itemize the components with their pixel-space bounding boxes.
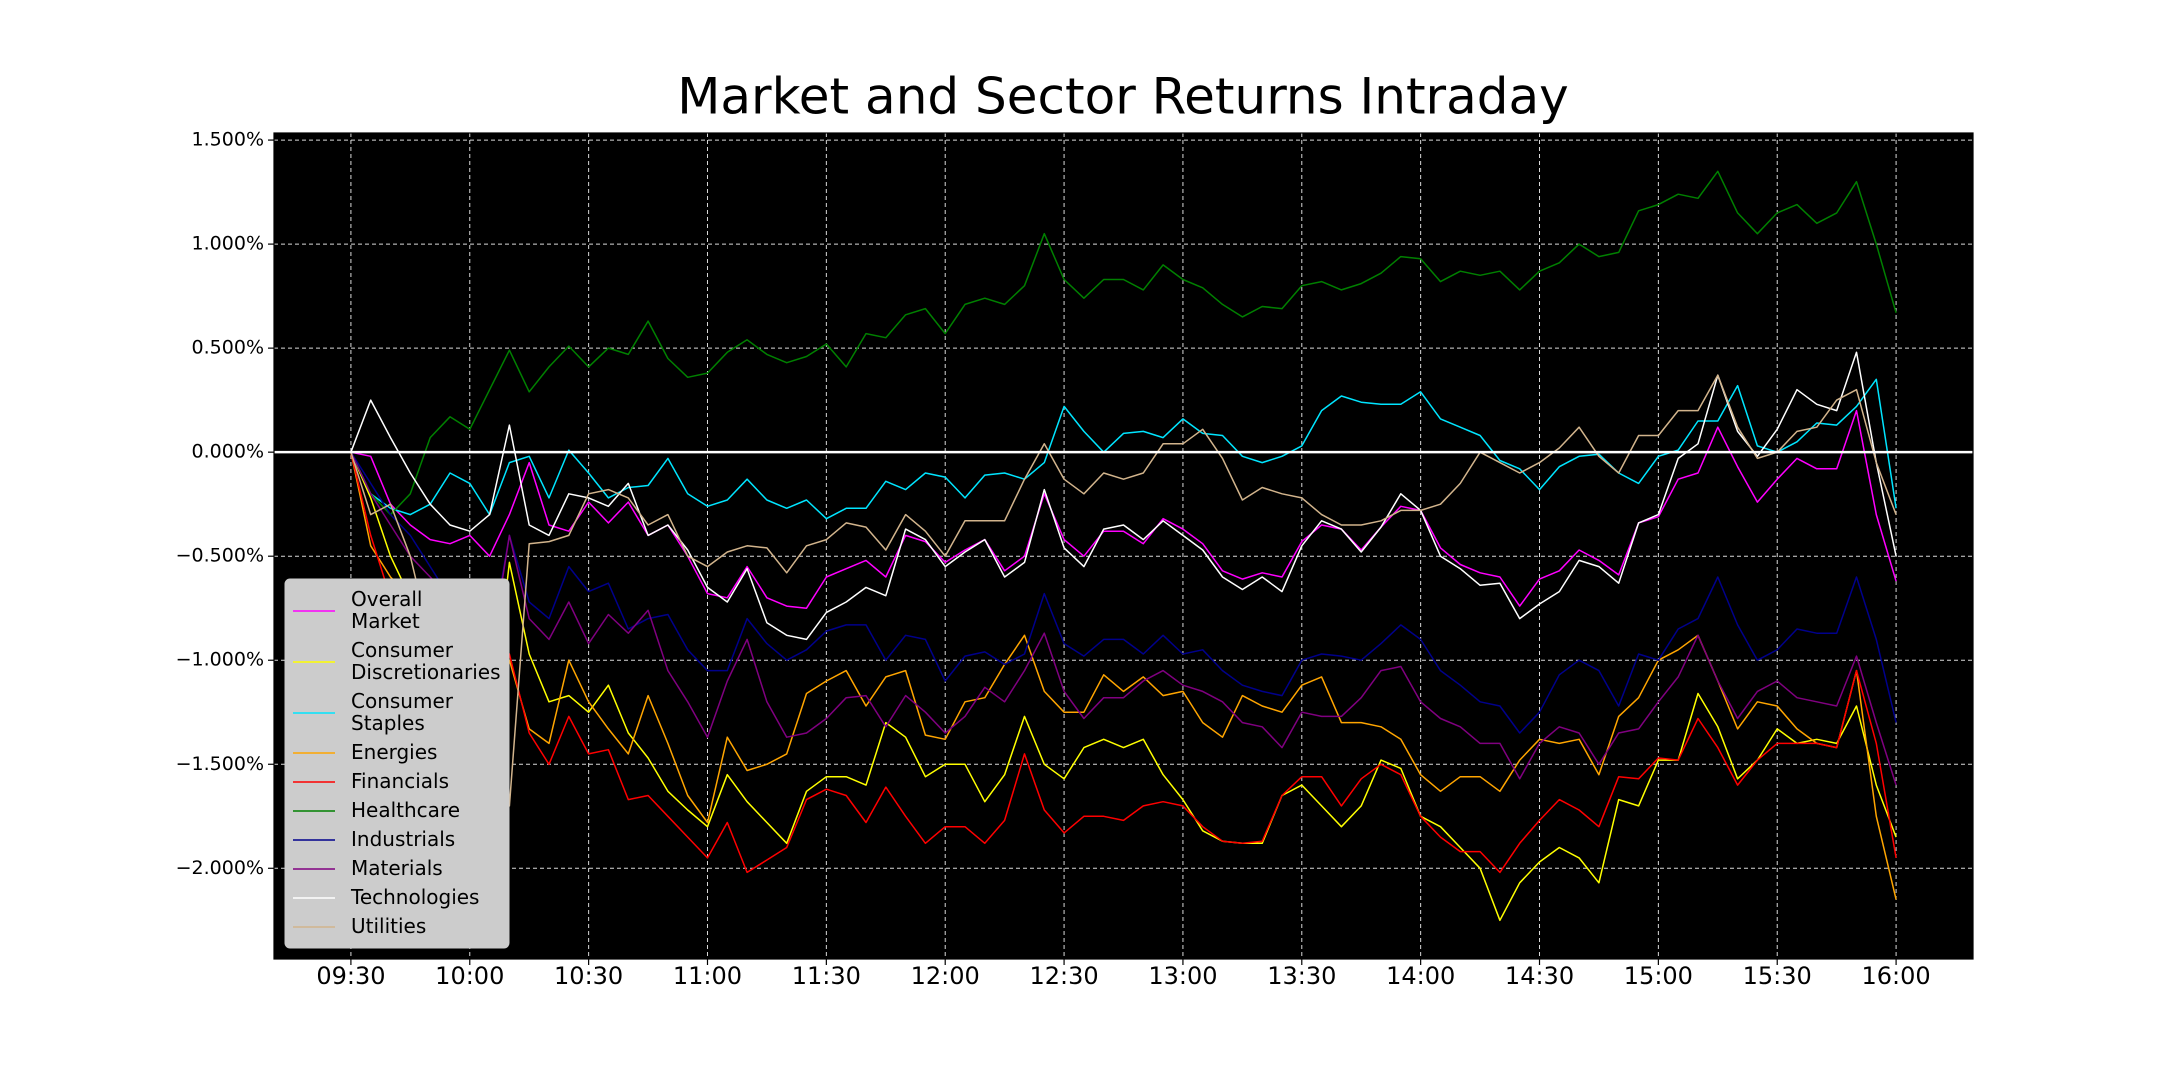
legend-label: Energies bbox=[351, 740, 437, 764]
y-tick-label: −1.000% bbox=[176, 649, 264, 671]
legend-label: Healthcare bbox=[351, 798, 460, 822]
x-tick-label: 13:00 bbox=[1148, 962, 1217, 990]
series-line bbox=[350, 378, 1897, 520]
legend-label-line: Staples bbox=[351, 711, 425, 735]
series-line bbox=[350, 451, 1897, 734]
y-tick-label: −0.500% bbox=[176, 545, 264, 567]
plot-area bbox=[274, 133, 1973, 959]
legend-label-line: Consumer bbox=[351, 638, 459, 662]
legend-label-line: Industrials bbox=[351, 827, 455, 851]
x-tick-label: 15:30 bbox=[1743, 962, 1812, 990]
legend-label-line: Market bbox=[351, 609, 420, 633]
x-tick-label: 14:00 bbox=[1386, 962, 1455, 990]
legend-label-line: Healthcare bbox=[351, 798, 460, 822]
x-tick-label: 16:00 bbox=[1862, 962, 1931, 990]
y-tick-label: −2.000% bbox=[176, 857, 264, 879]
y-tick-label: 0.000% bbox=[192, 441, 264, 463]
series-line bbox=[350, 451, 1897, 922]
legend-label-line: Overall bbox=[351, 587, 429, 611]
legend-label-line: Financials bbox=[351, 769, 449, 793]
chart-title: Market and Sector Returns Intraday bbox=[677, 68, 1568, 126]
legend-label-line: Energies bbox=[351, 740, 437, 764]
x-tick-label: 11:30 bbox=[792, 962, 861, 990]
y-tick-label: 1.000% bbox=[192, 233, 264, 255]
legend-box bbox=[284, 578, 510, 949]
y-tick-label: 0.500% bbox=[192, 337, 264, 359]
x-tick-label: 10:00 bbox=[435, 962, 504, 990]
legend-label: Financials bbox=[351, 769, 449, 793]
legend-label: Consumer Staples bbox=[351, 689, 459, 735]
x-tick-label: 11:00 bbox=[673, 962, 742, 990]
legend-label-line: Consumer bbox=[351, 689, 459, 713]
legend-label: Technologies bbox=[350, 885, 479, 909]
legend-label: Consumer Discretionaries bbox=[351, 638, 501, 684]
legend-label-line: Technologies bbox=[350, 885, 479, 909]
plot-frame bbox=[273, 132, 1974, 960]
legend-label-line: Discretionaries bbox=[351, 660, 501, 684]
x-tick-label: 14:30 bbox=[1505, 962, 1574, 990]
legend-label-line: Materials bbox=[351, 856, 443, 880]
series-line bbox=[350, 451, 1897, 786]
series-line bbox=[350, 351, 1897, 641]
y-tick-label: 1.500% bbox=[192, 129, 264, 151]
series-line bbox=[350, 170, 1897, 516]
series-line bbox=[350, 452, 1897, 874]
legend-label: Industrials bbox=[351, 827, 455, 851]
series-line bbox=[350, 452, 1897, 900]
x-tick-label: 09:30 bbox=[316, 962, 385, 990]
x-tick-label: 10:30 bbox=[554, 962, 623, 990]
series-line bbox=[350, 374, 1897, 820]
x-tick-label: 12:30 bbox=[1029, 962, 1098, 990]
y-tick-label: −1.500% bbox=[176, 753, 264, 775]
x-tick-label: 15:00 bbox=[1624, 962, 1693, 990]
x-tick-label: 12:00 bbox=[911, 962, 980, 990]
legend-label: Utilities bbox=[351, 914, 426, 938]
legend-label: Overall Market bbox=[351, 587, 429, 633]
legend-label-line: Utilities bbox=[351, 914, 426, 938]
legend-label: Materials bbox=[351, 856, 443, 880]
x-tick-label: 13:30 bbox=[1267, 962, 1336, 990]
